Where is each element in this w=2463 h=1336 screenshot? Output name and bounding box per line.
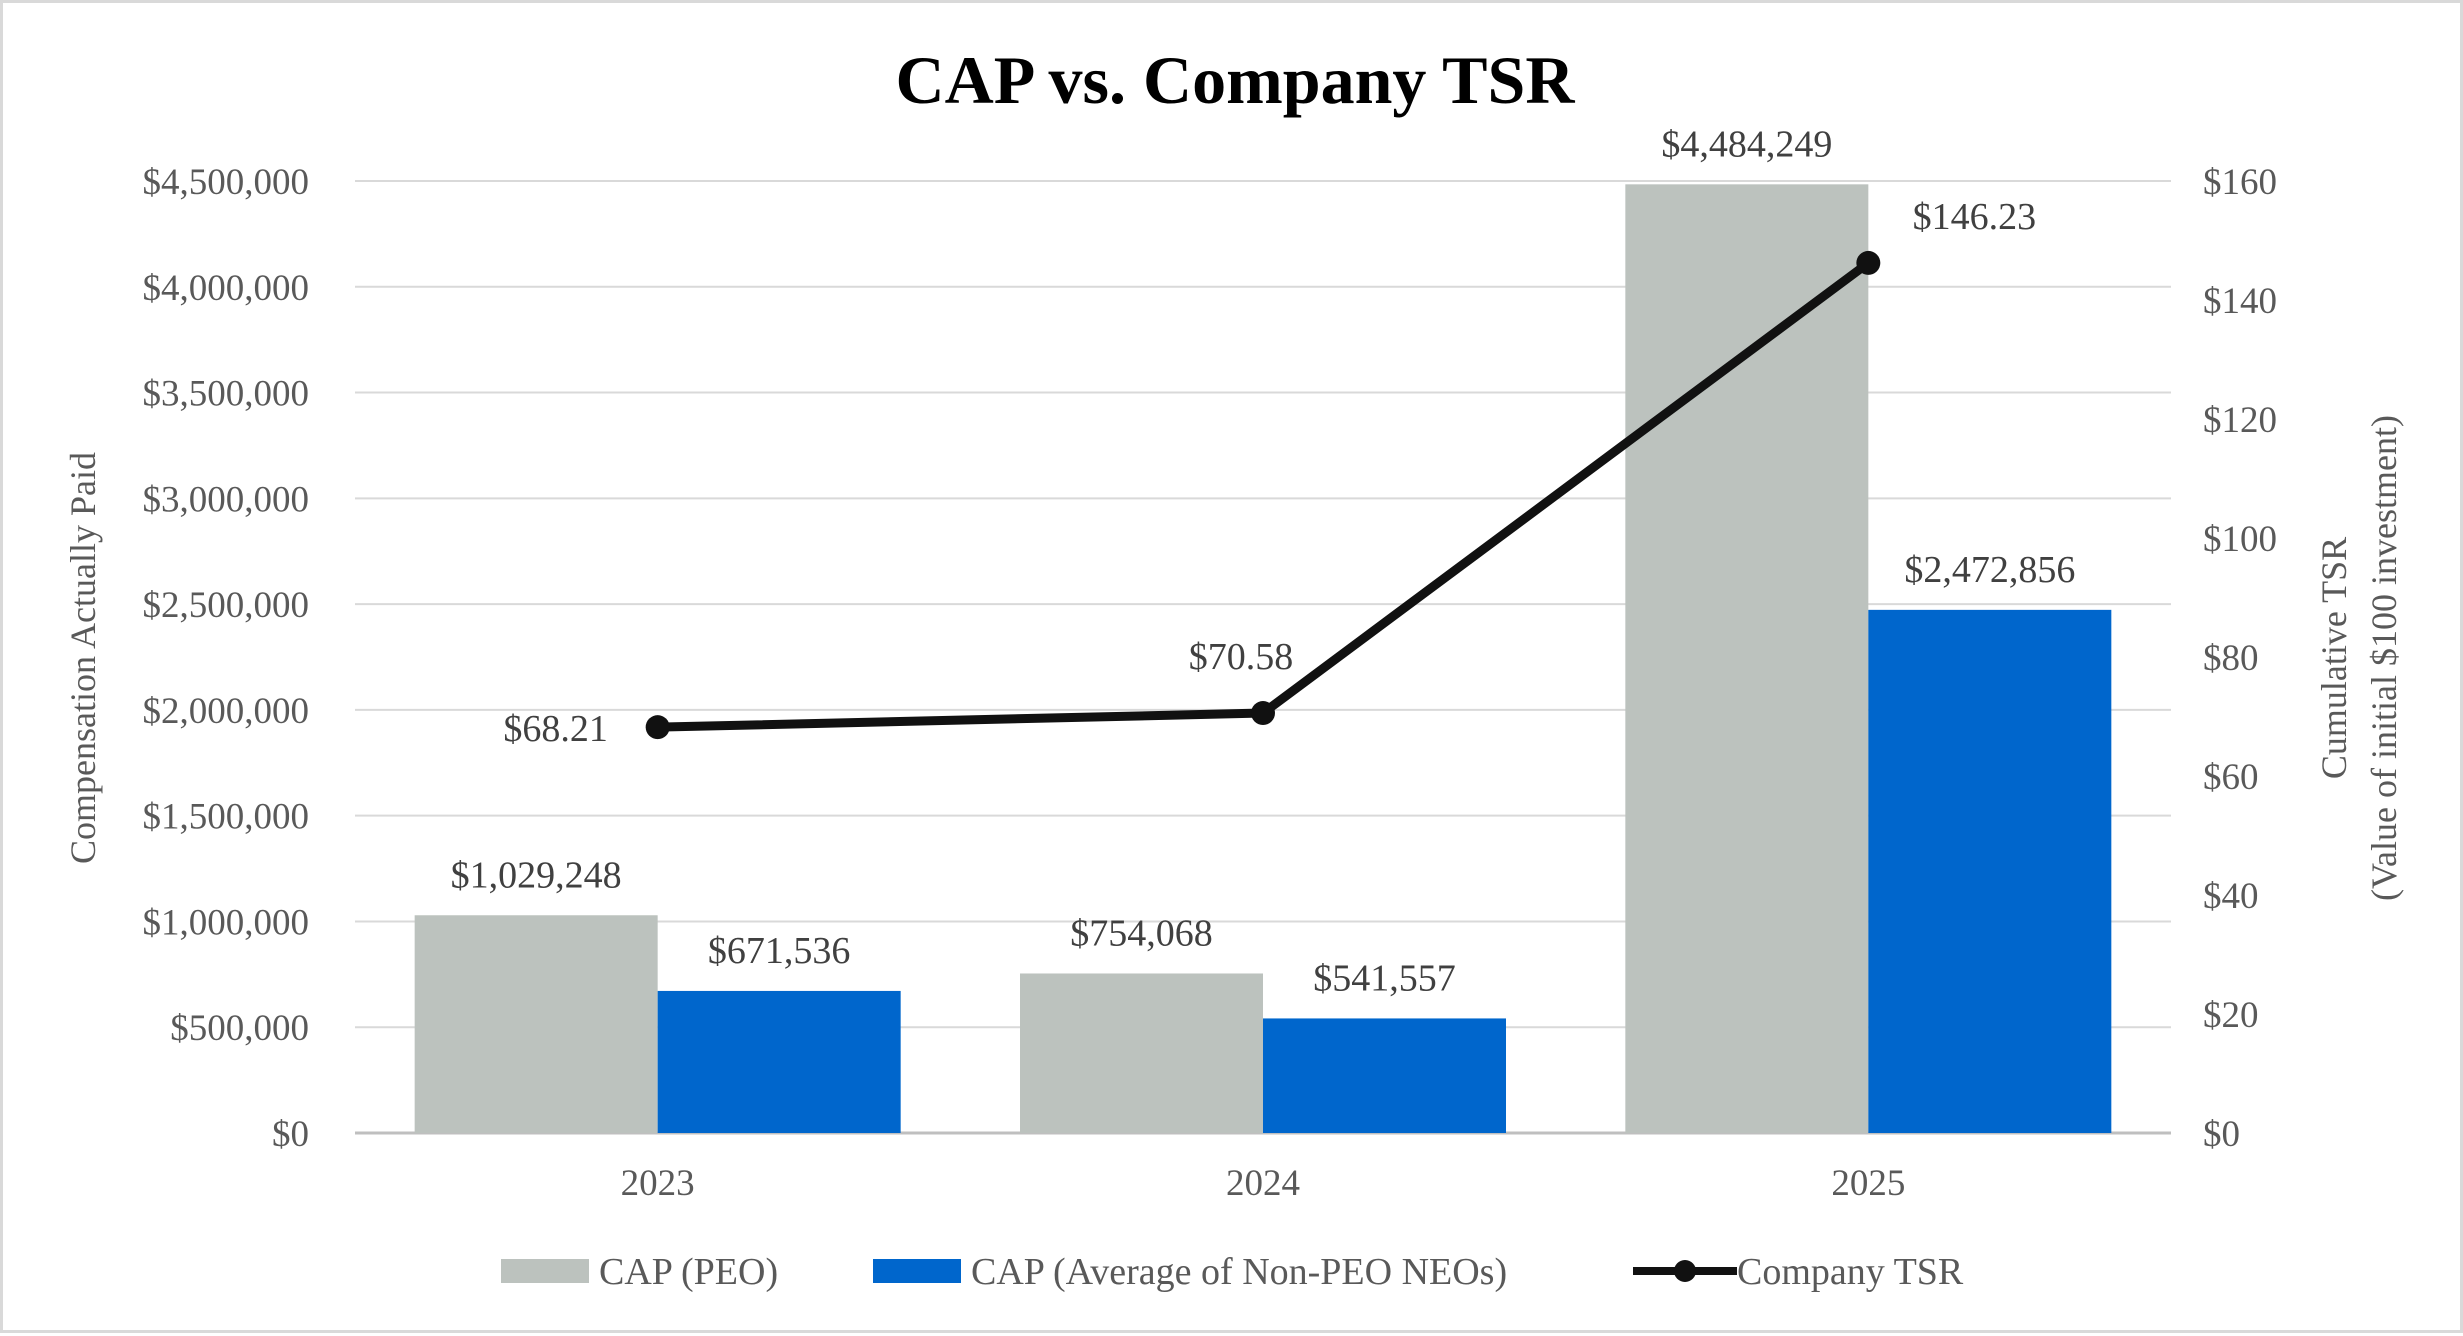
legend-label-cap-non-peo: CAP (Average of Non-PEO NEOs) [971,1251,1507,1293]
category-label: 2023 [621,1163,695,1204]
bar-label-cap-non-peo: $671,536 [708,930,851,972]
left-tick-label: $0 [272,1114,309,1155]
left-tick-label: $500,000 [170,1008,309,1049]
legend-label-tsr: Company TSR [1737,1251,1964,1293]
left-tick-label: $3,500,000 [143,374,310,415]
category-label: 2025 [1831,1163,1905,1204]
legend-swatch-cap-non-peo [873,1259,961,1283]
right-tick-label: $0 [2203,1114,2240,1155]
bar-cap-non-peo [657,990,901,1133]
right-tick-label: $160 [2203,162,2277,203]
bar-label-cap-non-peo: $541,557 [1313,957,1456,999]
left-tick-label: $4,000,000 [143,268,310,309]
category-label: 2024 [1226,1163,1300,1204]
right-tick-label: $20 [2203,995,2259,1036]
bar-cap-peo [414,915,658,1133]
legend-swatch-cap-peo [501,1259,589,1283]
right-tick-label: $120 [2203,400,2277,441]
tsr-point [1251,701,1275,726]
bar-label-cap-peo: $4,484,249 [1661,123,1832,165]
bar-label-cap-non-peo: $2,472,856 [1904,549,2075,591]
right-tick-label: $100 [2203,519,2277,560]
left-tick-label: $4,500,000 [143,162,310,203]
bar-cap-non-peo [1263,1018,1506,1133]
right-axis-ticks: $0 $20 $40 $60 $80 $100 $120 $140 $160 [2203,162,2277,1155]
bar-label-cap-peo: $754,068 [1070,912,1213,954]
bar-cap-non-peo [1868,609,2112,1133]
right-tick-label: $140 [2203,281,2277,322]
left-tick-label: $1,000,000 [143,902,310,943]
left-tick-label: $2,500,000 [143,585,310,626]
bars [414,184,2112,1133]
tsr-line-layer: $68.21 $70.58 $146.23 [503,196,2036,750]
bar-cap-peo [1625,184,1869,1133]
tsr-point [645,715,670,740]
chart: CAP vs. Company TSR $0 $500,000 $1,000,000… [63,42,2404,1293]
right-tick-label: $80 [2203,638,2259,679]
left-axis-title: Compensation Actually Paid [63,452,103,864]
category-labels: 2023 2024 2025 [621,1163,1906,1204]
left-tick-label: $3,000,000 [143,479,310,520]
left-tick-label: $1,500,000 [143,797,310,838]
right-tick-label: $40 [2203,876,2259,917]
legend: CAP (PEO) CAP (Average of Non-PEO NEOs) … [501,1251,1964,1293]
bar-labels: $1,029,248 $671,536 $754,068 $541,557 $4,484… [451,123,2076,999]
bar-label-cap-peo: $1,029,248 [451,854,622,896]
tsr-label: $70.58 [1189,636,1294,678]
left-axis-ticks: $0 $500,000 $1,000,000 $1,500,000 $2,000,000… [143,162,310,1155]
tsr-point [1856,250,1881,275]
tsr-label: $68.21 [503,708,608,750]
right-axis-title-line2: (Value of initial $100 investment) [2364,415,2404,901]
tsr-label: $146.23 [1913,196,2037,238]
right-axis-title-line1: Cumulative TSR [2314,537,2354,779]
left-tick-label: $2,000,000 [143,691,310,732]
legend-swatch-tsr-marker [1674,1260,1696,1282]
legend-label-cap-peo: CAP (PEO) [599,1251,778,1293]
bar-cap-peo [1020,973,1263,1133]
chart-title: CAP vs. Company TSR [896,42,1576,118]
right-tick-label: $60 [2203,757,2259,798]
